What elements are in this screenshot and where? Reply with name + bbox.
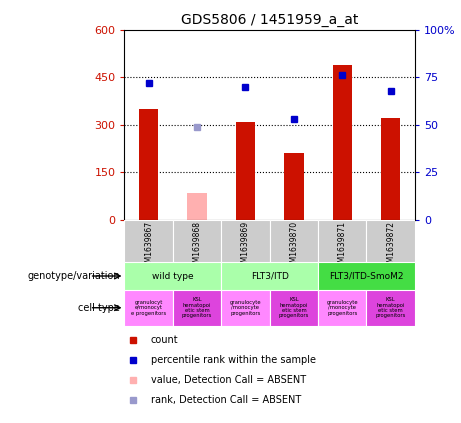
Text: GSM1639871: GSM1639871: [338, 221, 347, 272]
Text: cell type: cell type: [78, 303, 120, 313]
Bar: [221, 262, 318, 290]
Text: wild type: wild type: [152, 272, 194, 280]
Bar: [124, 220, 173, 262]
Text: GSM1639867: GSM1639867: [144, 221, 153, 272]
Text: KSL
hematopoi
etic stem
progenitors: KSL hematopoi etic stem progenitors: [376, 297, 406, 319]
Text: GSM1639872: GSM1639872: [386, 221, 395, 272]
Text: granulocyt
e/monocyt
e progenitors: granulocyt e/monocyt e progenitors: [131, 300, 166, 316]
Bar: [270, 290, 318, 326]
Bar: [318, 290, 366, 326]
Text: granulocyte
/monocyte
progenitors: granulocyte /monocyte progenitors: [230, 300, 261, 316]
Bar: [270, 220, 318, 262]
Bar: [221, 290, 270, 326]
Bar: [221, 220, 270, 262]
Title: GDS5806 / 1451959_a_at: GDS5806 / 1451959_a_at: [181, 13, 358, 27]
Bar: [124, 262, 221, 290]
Text: value, Detection Call = ABSENT: value, Detection Call = ABSENT: [151, 375, 306, 385]
Text: count: count: [151, 335, 178, 345]
Bar: [366, 290, 415, 326]
Bar: [284, 154, 303, 220]
Text: genotype/variation: genotype/variation: [27, 271, 120, 281]
Bar: [318, 262, 415, 290]
Text: FLT3/ITD: FLT3/ITD: [251, 272, 289, 280]
Text: KSL
hematopoi
etic stem
progenitors: KSL hematopoi etic stem progenitors: [182, 297, 212, 319]
Bar: [318, 220, 366, 262]
Text: FLT3/ITD-SmoM2: FLT3/ITD-SmoM2: [329, 272, 404, 280]
Bar: [187, 193, 207, 220]
Text: GSM1639868: GSM1639868: [193, 221, 201, 272]
Text: percentile rank within the sample: percentile rank within the sample: [151, 354, 316, 365]
Bar: [236, 122, 255, 220]
Text: rank, Detection Call = ABSENT: rank, Detection Call = ABSENT: [151, 395, 301, 405]
Bar: [124, 290, 173, 326]
Bar: [173, 290, 221, 326]
Text: granulocyte
/monocyte
progenitors: granulocyte /monocyte progenitors: [326, 300, 358, 316]
Bar: [381, 118, 400, 220]
Text: GSM1639869: GSM1639869: [241, 221, 250, 272]
Text: GSM1639870: GSM1639870: [290, 221, 298, 272]
Bar: [332, 65, 352, 220]
Text: KSL
hematopoi
etic stem
progenitors: KSL hematopoi etic stem progenitors: [279, 297, 309, 319]
Bar: [173, 220, 221, 262]
Bar: [139, 109, 158, 220]
Bar: [366, 220, 415, 262]
